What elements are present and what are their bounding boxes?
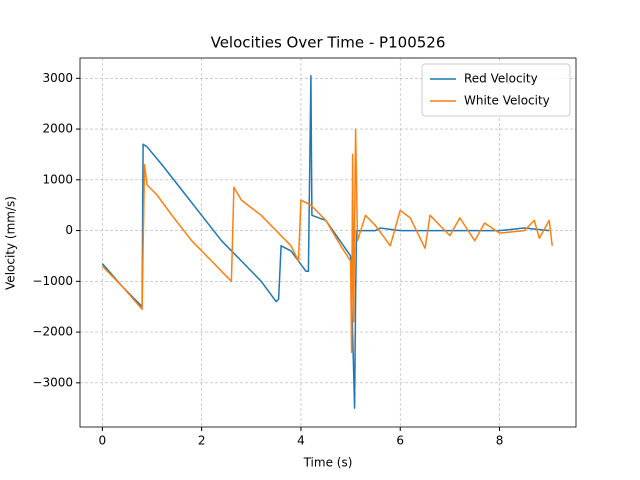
x-axis-label: Time (s) [303, 456, 353, 470]
line [101, 128, 553, 354]
y-tick-label: 0 [65, 223, 73, 237]
x-tick-label: 8 [496, 434, 504, 448]
x-tick-label: 0 [99, 434, 107, 448]
chart-title: Velocities Over Time - P100526 [211, 34, 446, 52]
y-tick-label: −3000 [32, 375, 73, 389]
y-tick-label: 3000 [42, 71, 73, 85]
legend-label: White Velocity [464, 94, 550, 108]
legend-box [421, 63, 571, 117]
y-tick-label: −1000 [32, 274, 73, 288]
x-tick-label: 6 [396, 434, 404, 448]
y-tick-label: 2000 [42, 122, 73, 136]
y-axis-label: Velocity (mm/s) [4, 196, 18, 290]
y-tick-label: −2000 [32, 325, 73, 339]
legend-label: Red Velocity [464, 72, 538, 86]
plot-frame [79, 57, 577, 428]
y-tick-label: 1000 [42, 172, 73, 186]
x-tick-label: 2 [198, 434, 206, 448]
line [101, 75, 550, 409]
x-tick-label: 4 [297, 434, 305, 448]
